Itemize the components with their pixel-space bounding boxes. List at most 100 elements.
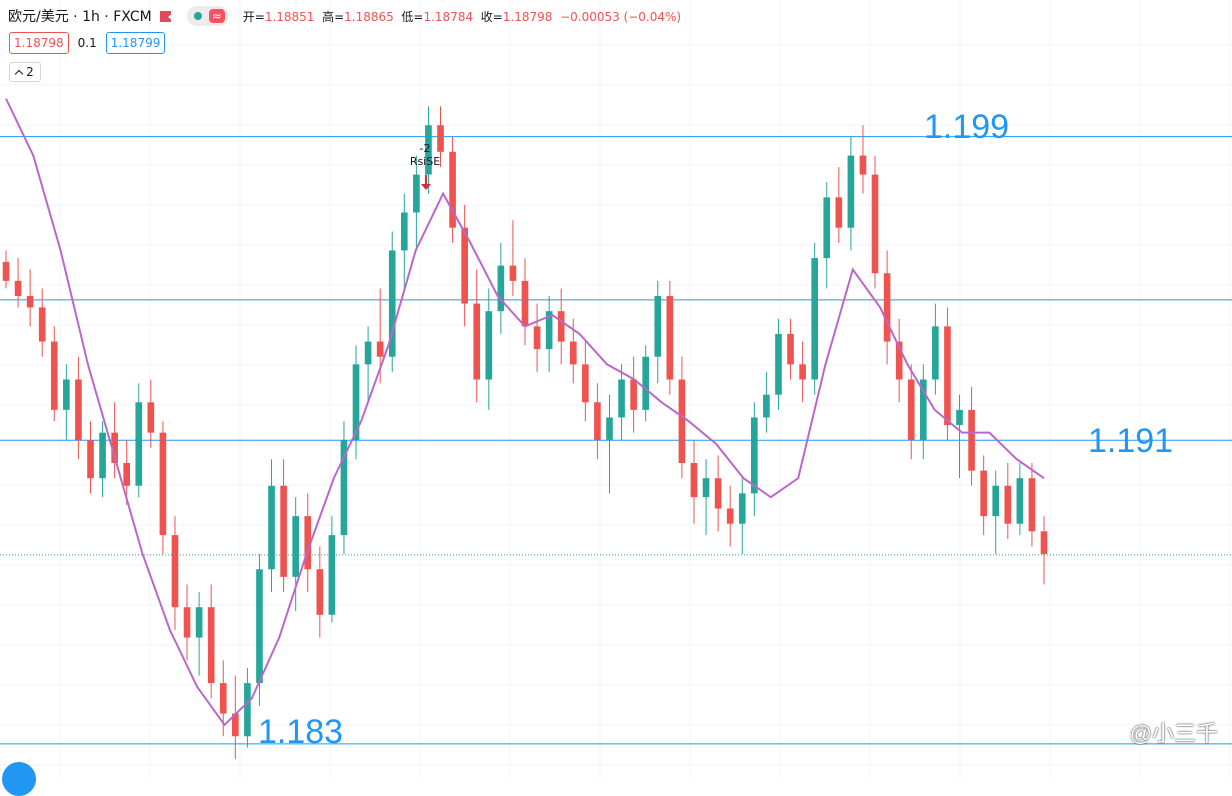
- candle[interactable]: [871, 155, 879, 289]
- candle[interactable]: [751, 402, 758, 517]
- candle[interactable]: [352, 345, 360, 460]
- candle-body: [533, 326, 541, 350]
- candle[interactable]: [437, 106, 444, 167]
- candle[interactable]: [449, 136, 456, 243]
- candle-body: [714, 478, 722, 509]
- candle[interactable]: [50, 326, 58, 422]
- candle[interactable]: [75, 356, 82, 460]
- candle[interactable]: [690, 440, 698, 524]
- candle-body: [690, 463, 698, 498]
- candle[interactable]: [87, 421, 94, 494]
- candle[interactable]: [99, 421, 106, 498]
- candle[interactable]: [883, 250, 891, 365]
- candle[interactable]: [594, 383, 601, 460]
- candle[interactable]: [702, 459, 710, 536]
- candle[interactable]: [304, 493, 312, 593]
- candle[interactable]: [823, 182, 831, 289]
- corner-logo-icon[interactable]: [2, 762, 36, 796]
- candle[interactable]: [485, 288, 493, 410]
- candle[interactable]: [340, 421, 348, 555]
- candle[interactable]: [26, 269, 34, 327]
- market-status[interactable]: ≈: [186, 6, 229, 26]
- symbol-title[interactable]: 欧元/美元 · 1h · FXCM: [8, 9, 152, 25]
- candle[interactable]: [413, 155, 420, 251]
- candle[interactable]: [738, 478, 746, 555]
- candle-body: [364, 341, 372, 365]
- candle[interactable]: [666, 280, 674, 395]
- sell-price-button[interactable]: 1.18798: [9, 32, 69, 54]
- flag-icon[interactable]: [159, 10, 173, 22]
- candle-body: [594, 402, 601, 441]
- candle[interactable]: [654, 280, 662, 384]
- candle-body: [328, 535, 336, 615]
- candle[interactable]: [618, 364, 625, 441]
- candle[interactable]: [533, 303, 541, 372]
- candle[interactable]: [147, 379, 155, 448]
- candle[interactable]: [135, 383, 143, 498]
- candle[interactable]: [1040, 516, 1048, 585]
- candle[interactable]: [980, 455, 987, 536]
- candle[interactable]: [2, 250, 10, 289]
- candle[interactable]: [557, 288, 565, 365]
- candle[interactable]: [811, 242, 818, 395]
- candle[interactable]: [280, 459, 287, 593]
- candle[interactable]: [14, 258, 22, 308]
- candle[interactable]: [642, 345, 650, 422]
- candle[interactable]: [932, 303, 939, 395]
- candle[interactable]: [1004, 463, 1012, 539]
- candle[interactable]: [859, 125, 867, 194]
- candle[interactable]: [207, 584, 215, 699]
- low-value: 1.18784: [423, 9, 474, 24]
- candle[interactable]: [919, 364, 927, 460]
- candle[interactable]: [787, 318, 794, 380]
- candle[interactable]: [328, 516, 336, 623]
- candle[interactable]: [726, 485, 734, 547]
- candle[interactable]: [799, 341, 806, 403]
- candle[interactable]: [63, 364, 70, 441]
- candle[interactable]: [268, 459, 275, 593]
- candle[interactable]: [521, 258, 529, 346]
- candle[interactable]: [582, 341, 589, 422]
- candle[interactable]: [714, 455, 722, 532]
- candlestick-chart[interactable]: [0, 0, 1232, 778]
- candle[interactable]: [509, 220, 517, 297]
- candle[interactable]: [956, 394, 963, 479]
- candle[interactable]: [895, 318, 903, 403]
- candle[interactable]: [763, 371, 770, 433]
- candle[interactable]: [425, 106, 432, 194]
- candle[interactable]: [630, 356, 637, 433]
- candle[interactable]: [171, 516, 179, 630]
- candle[interactable]: [364, 326, 372, 403]
- chart-header: 欧元/美元 · 1h · FXCM ≈ 开=1.18851 高=1.18865 …: [8, 6, 681, 26]
- candle[interactable]: [847, 136, 855, 251]
- candle[interactable]: [497, 242, 505, 334]
- candle[interactable]: [606, 394, 613, 494]
- candle[interactable]: [183, 584, 191, 661]
- candle[interactable]: [159, 421, 167, 555]
- candle[interactable]: [292, 497, 299, 612]
- candle[interactable]: [775, 318, 782, 410]
- candle[interactable]: [244, 667, 251, 748]
- candle[interactable]: [316, 546, 324, 638]
- candle[interactable]: [992, 470, 1000, 555]
- candle[interactable]: [461, 204, 468, 327]
- candle[interactable]: [944, 307, 951, 441]
- candle[interactable]: [907, 364, 915, 460]
- candle[interactable]: [232, 675, 239, 760]
- candle[interactable]: [545, 296, 553, 372]
- candle[interactable]: [195, 592, 203, 676]
- candle[interactable]: [388, 231, 396, 372]
- candle-body: [280, 485, 287, 577]
- candle[interactable]: [473, 269, 481, 403]
- candle[interactable]: [1016, 463, 1024, 536]
- candle[interactable]: [968, 387, 975, 486]
- candle[interactable]: [123, 440, 131, 505]
- buy-price-button[interactable]: 1.18799: [105, 32, 166, 54]
- candle-body: [702, 478, 710, 498]
- candle[interactable]: [111, 402, 118, 479]
- indicator-toggle-button[interactable]: 2: [9, 62, 41, 82]
- candle[interactable]: [835, 166, 843, 243]
- candle[interactable]: [38, 288, 46, 357]
- candle[interactable]: [1028, 463, 1036, 547]
- candle[interactable]: [400, 193, 408, 289]
